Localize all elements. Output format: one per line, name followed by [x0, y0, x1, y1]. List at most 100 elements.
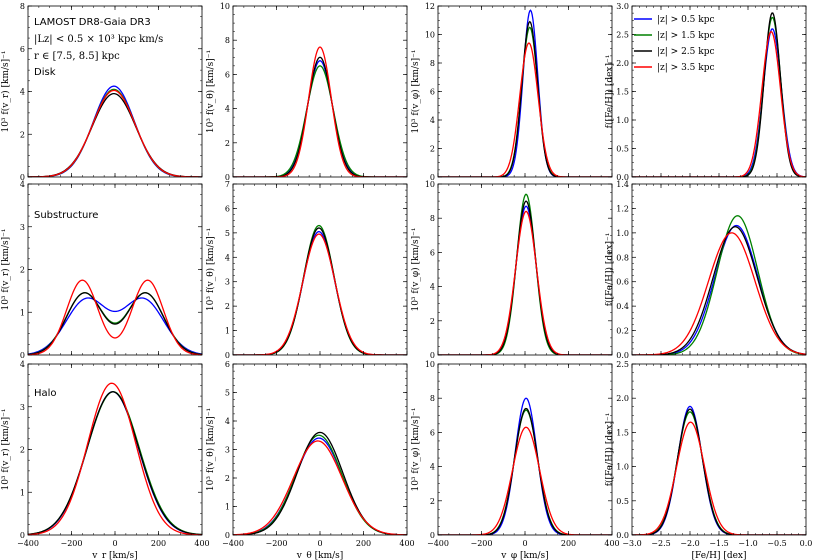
y-tick-label: 3 — [225, 446, 230, 455]
x-axis-label: v_φ [km/s] — [500, 551, 548, 560]
series-line-3 — [28, 89, 202, 177]
series-line-2 — [632, 226, 806, 355]
y-tick-label: 4 — [225, 253, 230, 262]
x-tick-label: 200 — [356, 539, 371, 548]
legend-label-3: |z| > 3.5 kpc — [657, 63, 715, 73]
y-tick-label: 0.8 — [616, 253, 629, 262]
panel-frame — [437, 363, 613, 536]
y-tick-label: 2.5 — [616, 360, 629, 369]
y-tick-label: 4 — [430, 116, 435, 125]
panel-r1-c0: 0 1 2 3 4 10³ f(v_r) [km/s]⁻¹ — [0, 180, 203, 360]
y-tick-label: 1.5 — [616, 88, 629, 97]
panel-r0-c2: 0 2 4 6 8 10 12 10³ f(v_φ) [km/s]⁻¹ — [410, 2, 613, 182]
series-line-1 — [632, 411, 806, 535]
y-axis-label: f([Fe/H]) [dex]⁻¹ — [604, 233, 615, 307]
x-tick-label: −200 — [266, 539, 288, 548]
annotation-lz: |Lz| < 0.5 × 10³ kpc km/s — [34, 34, 163, 45]
y-tick-label: 3.0 — [616, 2, 629, 11]
series-line-2 — [438, 407, 612, 535]
series-line-3 — [438, 426, 612, 535]
y-axis-label: 10³ f(v_r) [km/s]⁻¹ — [0, 228, 11, 310]
panel-frame — [232, 5, 408, 178]
y-tick-label: 10 — [425, 31, 435, 40]
legend-label-2: |z| > 2.5 kpc — [657, 47, 715, 57]
y-tick-label: 2 — [20, 446, 25, 455]
panel-r1-c2: 0 2 4 6 8 10 10³ f(v_φ) [km/s]⁻¹ — [410, 180, 613, 360]
y-tick-label: 2 — [225, 139, 230, 148]
series-line-0 — [233, 231, 407, 355]
x-tick-label: 400 — [604, 539, 619, 548]
y-tick-label: 0 — [225, 531, 230, 540]
legend-label-1: |z| > 1.5 kpc — [657, 31, 715, 41]
series-line-3 — [233, 46, 407, 177]
x-tick-label: −3.0 — [622, 539, 641, 548]
y-axis-label: 10³ f(v_φ) [km/s]⁻¹ — [410, 407, 421, 491]
y-tick-label: 8 — [430, 394, 435, 403]
panel-r1-c1: 0 1 2 3 4 5 6 7 10³ f(v_θ) [km/s]⁻¹ — [205, 180, 408, 360]
panel-frame — [232, 183, 408, 356]
row-label-disk: Disk — [34, 67, 56, 78]
x-axis-label: [Fe/H] [dex] — [691, 551, 746, 560]
x-tick-label: −2.5 — [651, 539, 670, 548]
y-tick-label: 7 — [225, 180, 230, 189]
x-tick-label: 0 — [522, 539, 527, 548]
legend: |z| > 0.5 kpc |z| > 1.5 kpc |z| > 2.5 kp… — [634, 15, 715, 73]
series-line-1 — [438, 193, 612, 355]
series-line-1 — [233, 224, 407, 355]
y-axis-label: 10³ f(v_θ) [km/s]⁻¹ — [205, 228, 216, 311]
y-tick-label: 5 — [225, 229, 230, 238]
panel-r2-c1: −400 −200 0 200 400 0 1 2 3 4 5 6 10³ f(v_θ) [km/s]⁻… — [205, 360, 415, 560]
series-line-1 — [28, 88, 202, 177]
x-tick-label: −400 — [222, 539, 244, 548]
y-tick-label: 8 — [225, 36, 230, 45]
y-tick-label: 1.0 — [616, 229, 629, 238]
y-tick-label: 3 — [225, 278, 230, 287]
y-axis-label: 10³ f(v_φ) [km/s]⁻¹ — [410, 49, 421, 133]
series-line-2 — [632, 408, 806, 535]
y-tick-label: 2.0 — [616, 59, 629, 68]
y-tick-label: 12 — [425, 2, 435, 11]
y-tick-label: 1.4 — [616, 180, 629, 189]
y-axis-label: 10³ f(v_θ) [km/s]⁻¹ — [205, 50, 216, 133]
series-line-1 — [632, 215, 806, 355]
x-tick-label: −400 — [17, 539, 39, 548]
y-tick-label: 8 — [20, 2, 25, 11]
y-tick-label: 4 — [225, 417, 230, 426]
y-tick-label: 0 — [20, 173, 25, 182]
series-line-3 — [233, 233, 407, 355]
y-tick-label: 0 — [430, 173, 435, 182]
series-line-1 — [28, 391, 202, 535]
series-line-1 — [233, 65, 407, 177]
row-label-substructure: Substructure — [34, 210, 98, 221]
y-tick-label: 6 — [225, 360, 230, 369]
y-tick-label: 4 — [430, 463, 435, 472]
panel-frame — [437, 183, 613, 356]
annotation-title: LAMOST DR8-Gaia DR3 — [34, 17, 151, 28]
panel-r0-c3: 0.0 0.5 1.0 1.5 2.0 2.5 3.0 f([Fe/H]) [dex]⁻¹ — [604, 2, 807, 182]
series-line-2 — [28, 292, 202, 355]
y-tick-label: 1 — [225, 503, 230, 512]
x-tick-label: −1.5 — [709, 539, 728, 548]
x-tick-label: 0 — [112, 539, 117, 548]
y-tick-label: 1 — [20, 308, 25, 317]
row-label-halo: Halo — [34, 388, 57, 399]
series-line-3 — [632, 421, 806, 535]
y-tick-label: 0.5 — [616, 497, 629, 506]
y-tick-label: 6 — [20, 45, 25, 54]
y-tick-label: 2.5 — [616, 31, 629, 40]
series-line-0 — [28, 85, 202, 177]
y-tick-label: 6 — [225, 70, 230, 79]
y-tick-label: 0.2 — [616, 327, 629, 336]
y-tick-label: 5 — [225, 389, 230, 398]
y-tick-label: 1 — [20, 488, 25, 497]
series-line-0 — [28, 297, 202, 355]
y-tick-label: 1 — [225, 327, 230, 336]
x-tick-label: −2.0 — [680, 539, 699, 548]
y-tick-label: 0 — [430, 531, 435, 540]
x-tick-label: −200 — [61, 539, 83, 548]
series-line-3 — [28, 382, 202, 535]
series-line-3 — [28, 279, 202, 355]
y-tick-label: 8 — [430, 59, 435, 68]
